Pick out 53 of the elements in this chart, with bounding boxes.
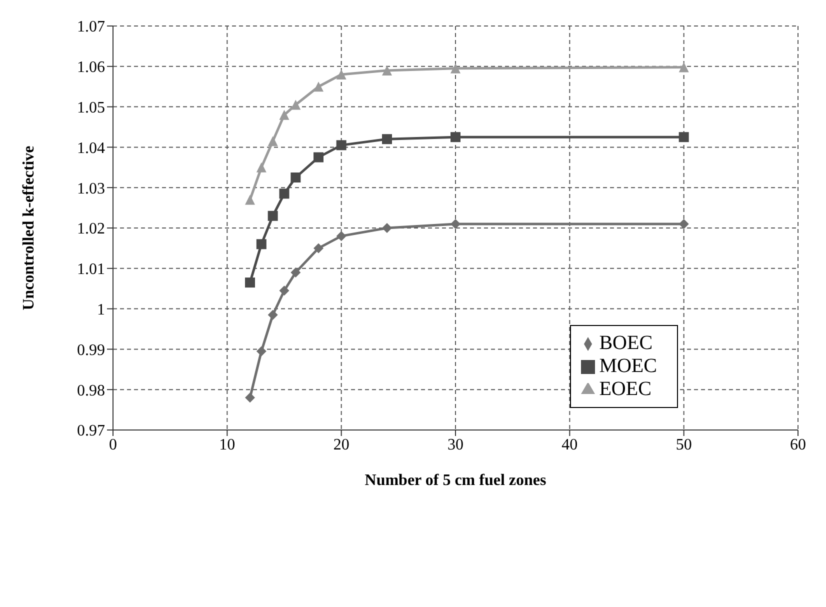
- x-tick-label: 50: [676, 436, 692, 454]
- x-tick-label: 40: [562, 436, 578, 454]
- y-tick-label: 1.05: [77, 99, 105, 116]
- y-axis-title: Uncontrolled k-effective: [20, 146, 38, 310]
- point: [268, 136, 278, 146]
- point: [678, 132, 689, 142]
- x-tick-label: 30: [448, 436, 464, 454]
- x-tick-label: 10: [219, 436, 236, 454]
- point: [256, 162, 266, 172]
- point: [279, 286, 290, 296]
- y-tick-label: 1.01: [77, 261, 105, 278]
- point: [268, 210, 278, 221]
- point: [314, 82, 324, 92]
- y-tick-label: 1.02: [77, 220, 105, 238]
- point: [268, 310, 278, 320]
- point: [256, 346, 266, 356]
- point: [245, 392, 255, 403]
- point: [290, 267, 301, 278]
- y-tick-label: 1.03: [77, 180, 105, 198]
- legend-label: BOEC: [599, 332, 653, 354]
- y-tick-label: 0.99: [77, 342, 105, 359]
- point: [314, 243, 324, 254]
- x-tick-label: 0: [109, 436, 117, 454]
- point: [678, 218, 689, 229]
- point: [245, 278, 255, 288]
- x-axis-title: Number of 5 cm fuel zones: [364, 472, 546, 489]
- point: [279, 110, 290, 120]
- point: [314, 152, 324, 162]
- y-tick-label: 1.07: [77, 18, 105, 36]
- point: [279, 188, 290, 199]
- y-tick-label: 1.06: [77, 59, 105, 76]
- point: [290, 100, 301, 110]
- x-tick-label: 60: [790, 436, 806, 454]
- point: [450, 132, 460, 142]
- y-tick-label: 0.98: [77, 382, 105, 400]
- point: [290, 172, 301, 182]
- legend-label: EOEC: [599, 378, 652, 400]
- y-tick-label: 0.97: [77, 422, 105, 440]
- point: [245, 194, 255, 205]
- point: [336, 140, 346, 150]
- point: [382, 134, 392, 144]
- y-tick-label: 1: [97, 301, 105, 318]
- x-tick-label: 20: [333, 436, 350, 454]
- legend-label: MOEC: [599, 355, 657, 377]
- point: [256, 239, 266, 250]
- point: [450, 63, 460, 74]
- point: [336, 69, 346, 80]
- point: [336, 231, 346, 242]
- point: [382, 223, 392, 233]
- point: [450, 218, 460, 229]
- point: [382, 65, 392, 76]
- y-tick-label: 1.04: [77, 140, 105, 157]
- point: [678, 62, 689, 72]
